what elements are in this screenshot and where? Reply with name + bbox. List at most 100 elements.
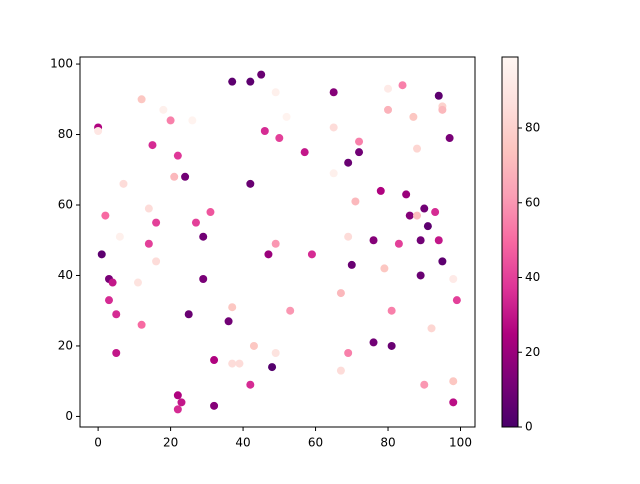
point xyxy=(344,349,353,357)
point xyxy=(137,320,146,329)
point xyxy=(275,134,284,143)
point xyxy=(173,405,182,414)
colorbar xyxy=(501,56,519,428)
point xyxy=(249,341,258,350)
point xyxy=(260,127,269,135)
point xyxy=(159,105,168,114)
x-tick-label: 60 xyxy=(308,436,323,450)
point xyxy=(449,398,458,407)
colorbar-tick-label: 40 xyxy=(525,270,540,284)
point xyxy=(344,158,353,167)
point xyxy=(235,359,244,368)
point xyxy=(115,232,124,241)
point xyxy=(329,88,338,97)
point xyxy=(97,250,106,259)
point xyxy=(413,211,422,220)
point xyxy=(434,236,443,245)
y-tick-label: 100 xyxy=(50,57,73,71)
point xyxy=(445,134,454,143)
point xyxy=(144,239,153,248)
x-tick-label: 100 xyxy=(449,436,472,450)
point xyxy=(344,232,353,241)
point xyxy=(108,278,117,287)
point xyxy=(423,222,432,231)
point xyxy=(409,112,418,121)
point xyxy=(286,306,295,315)
point xyxy=(380,264,389,273)
point xyxy=(133,278,142,287)
point xyxy=(420,380,429,389)
point xyxy=(206,208,215,217)
point xyxy=(282,112,291,121)
x-tick-label: 80 xyxy=(380,436,395,450)
point xyxy=(173,391,182,400)
point xyxy=(355,137,364,146)
point xyxy=(144,204,153,213)
y-tick-label: 0 xyxy=(65,409,73,423)
point xyxy=(376,186,385,195)
point xyxy=(170,172,179,181)
point xyxy=(246,77,255,86)
point xyxy=(191,218,200,227)
point xyxy=(402,190,411,199)
point xyxy=(413,144,422,153)
point xyxy=(177,398,186,407)
point xyxy=(416,271,425,280)
point xyxy=(434,91,443,100)
y-tick-label: 80 xyxy=(58,127,73,141)
point xyxy=(199,275,208,283)
point xyxy=(210,356,219,365)
point xyxy=(387,341,396,350)
point xyxy=(300,148,309,157)
point xyxy=(210,401,219,410)
point xyxy=(369,236,378,245)
y-tick-label: 40 xyxy=(58,268,73,282)
point xyxy=(438,105,447,114)
y-tick-label: 20 xyxy=(58,338,73,352)
point xyxy=(271,88,280,97)
point xyxy=(228,359,237,368)
point xyxy=(384,105,393,114)
colorbar-tick-label: 80 xyxy=(525,121,540,135)
point xyxy=(307,250,316,259)
x-tick-label: 40 xyxy=(235,436,250,450)
colorbar-tick-label: 0 xyxy=(525,420,533,434)
point xyxy=(271,239,280,248)
point xyxy=(427,324,436,333)
point xyxy=(384,84,393,93)
point xyxy=(329,169,338,178)
plot-frame xyxy=(79,56,476,428)
point xyxy=(224,317,233,326)
point xyxy=(394,239,403,248)
point xyxy=(246,380,255,389)
point xyxy=(449,275,458,283)
colorbar-tick-label: 60 xyxy=(525,195,540,209)
point xyxy=(387,306,396,315)
point xyxy=(148,141,157,150)
point xyxy=(199,232,208,241)
point xyxy=(188,116,197,125)
point xyxy=(449,377,458,386)
point xyxy=(101,211,110,220)
point xyxy=(104,296,113,305)
point xyxy=(246,179,255,188)
point xyxy=(347,260,356,269)
point xyxy=(420,204,429,213)
point xyxy=(329,123,338,132)
point xyxy=(152,257,161,266)
x-tick-label: 0 xyxy=(94,436,102,450)
y-tick-label: 60 xyxy=(58,198,73,212)
x-tick-label: 20 xyxy=(163,436,178,450)
point xyxy=(271,349,280,357)
point xyxy=(336,366,345,375)
point xyxy=(257,70,266,79)
colorbar-tick-label: 20 xyxy=(525,345,540,359)
point xyxy=(355,148,364,157)
point xyxy=(264,250,273,259)
point xyxy=(351,197,360,206)
point xyxy=(173,151,182,160)
point xyxy=(431,208,440,217)
point xyxy=(94,127,103,135)
point xyxy=(228,77,237,86)
